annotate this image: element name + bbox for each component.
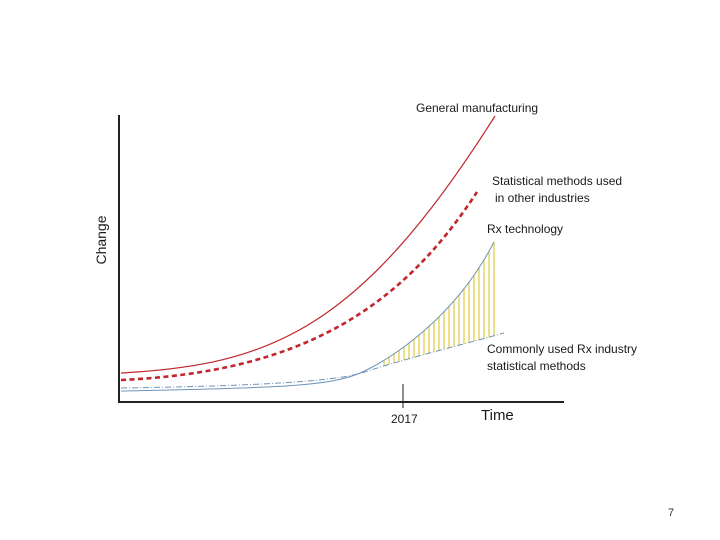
statistical-methods-other-industries-curve — [120, 191, 479, 382]
x-tick-label-2017: 2017 — [391, 412, 418, 426]
page-number: 7 — [668, 507, 675, 519]
rx-technology-curve — [120, 241, 495, 392]
innovation-gap-hatching — [383, 242, 495, 366]
statistical-methods-label-line2: in other industries — [495, 191, 590, 205]
y-axis-label: Change — [93, 215, 109, 265]
commonly-used-rx-methods-curve — [120, 332, 505, 389]
statistical-methods-label-line1: Statistical methods used — [492, 174, 623, 188]
commonly-used-rx-methods-label-line2: statistical methods — [487, 359, 586, 373]
commonly-used-rx-methods-label: Commonly used Rx industry statistical me… — [487, 341, 637, 375]
rx-technology-label: Rx technology — [487, 222, 564, 236]
general-manufacturing-label: General manufacturing — [416, 101, 539, 115]
x-axis-label: Time — [481, 407, 514, 424]
statistical-methods-label: Statistical methods used in other indust… — [492, 173, 622, 207]
commonly-used-rx-methods-label-line1: Commonly used Rx industry — [487, 342, 638, 356]
general-manufacturing-curve — [120, 115, 496, 374]
